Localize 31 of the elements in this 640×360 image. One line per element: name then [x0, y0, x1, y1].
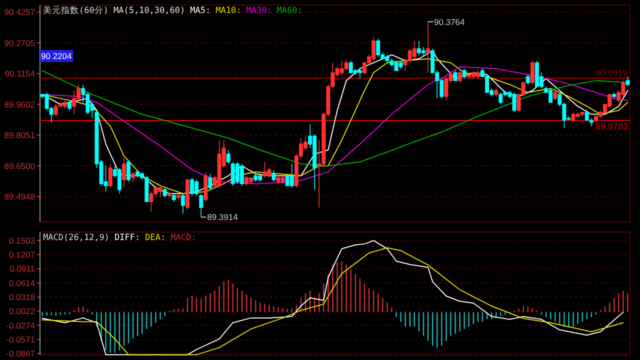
- y-tick-label: 90.4257: [4, 7, 36, 17]
- chart-title: 美元指数(60分): [43, 5, 108, 16]
- y-tick-label: -0.0571: [6, 334, 36, 344]
- y-tick-label: 89.4948: [4, 192, 36, 202]
- text: MA30:: [246, 6, 272, 16]
- y-tick-label: 0.0022: [9, 306, 36, 316]
- y-tick-label: 90.1154: [4, 68, 36, 79]
- annotation: 90.3764: [434, 16, 466, 27]
- y-tick-label: -0.0867: [6, 348, 36, 359]
- y-tick-label: 0.1503: [9, 235, 36, 246]
- y-tick-label: 0.0911: [10, 264, 36, 274]
- annotation: 89.3914: [207, 212, 238, 222]
- ref-line-label: 89.8783: [595, 122, 628, 132]
- text: MA10:: [216, 6, 242, 16]
- y-tick-label: 89.6500: [4, 160, 36, 171]
- text: MA60:: [276, 6, 302, 16]
- text: MACD:: [170, 233, 196, 243]
- y-tick-label: 0.0318: [9, 292, 36, 302]
- y-tick-label: 0.1207: [9, 250, 36, 260]
- text: MA5:: [190, 6, 211, 16]
- y-tick-label: -0.0274: [6, 320, 36, 330]
- text: DIFF:: [114, 233, 140, 243]
- y-tick-label: 89.8051: [4, 130, 36, 140]
- y-tick-label: 0.0614: [9, 278, 36, 288]
- chart-title: MACD(26,12,9): [43, 233, 110, 243]
- y-tick-label: 89.9602: [4, 99, 36, 110]
- ref-line-label: 90.0919: [595, 68, 628, 78]
- annotation: 90 2204: [41, 51, 72, 61]
- text: DEA:: [145, 233, 166, 243]
- chart-subtitle: MA(5,10,30,60): [113, 6, 186, 16]
- y-tick-label: 90.2705: [4, 38, 36, 48]
